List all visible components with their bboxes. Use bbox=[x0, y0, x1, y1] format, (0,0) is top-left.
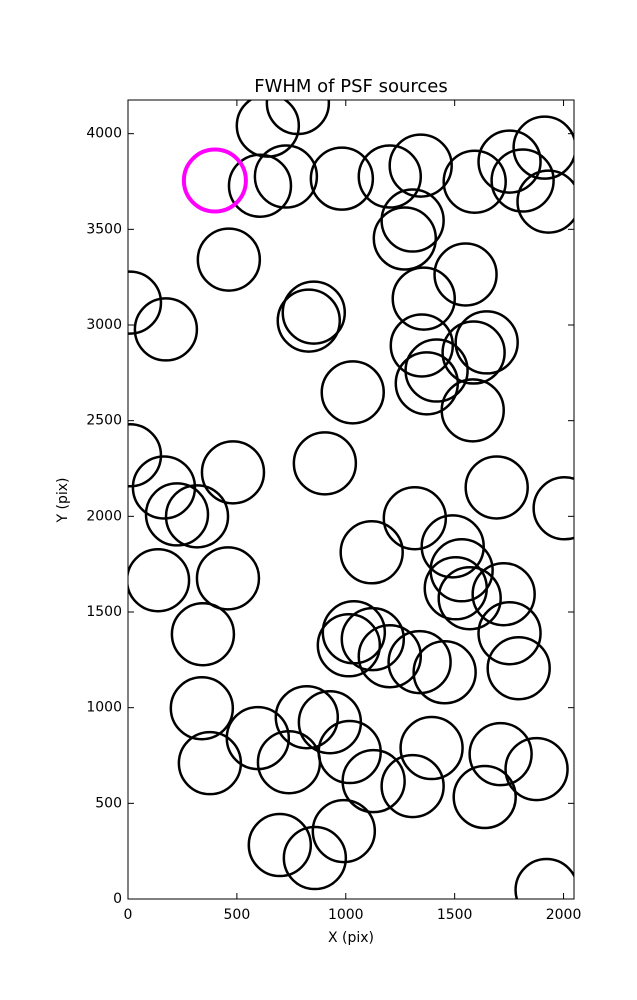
y-tick-label: 4000 bbox=[86, 126, 122, 142]
source-circle bbox=[532, 476, 574, 541]
source-circle bbox=[131, 455, 197, 520]
source-circle bbox=[133, 297, 199, 362]
source-circle bbox=[181, 147, 248, 214]
chart-title: FWHM of PSF sources bbox=[254, 76, 448, 97]
source-circle bbox=[404, 338, 469, 403]
source-circle bbox=[281, 280, 347, 345]
x-tick-label: 500 bbox=[224, 907, 251, 923]
source-circle bbox=[380, 753, 445, 819]
source-circle bbox=[227, 153, 293, 218]
x-tick-label: 0 bbox=[124, 907, 133, 923]
source-circle bbox=[169, 675, 235, 741]
source-circle bbox=[490, 148, 555, 213]
source-circle bbox=[512, 115, 574, 180]
source-circle bbox=[454, 310, 519, 375]
source-circle bbox=[128, 548, 191, 613]
source-circle bbox=[311, 798, 377, 864]
source-circle bbox=[144, 482, 210, 547]
source-circle bbox=[321, 600, 387, 665]
source-circle bbox=[316, 613, 382, 678]
source-circle bbox=[170, 601, 236, 667]
source-circle bbox=[477, 129, 542, 194]
source-circle bbox=[274, 684, 340, 750]
source-circle bbox=[292, 431, 358, 496]
y-axis-label: Y (pix) bbox=[55, 478, 71, 524]
source-circle bbox=[357, 623, 423, 689]
source-circle bbox=[468, 721, 533, 787]
y-tick-label: 2000 bbox=[86, 508, 122, 524]
source-circle bbox=[177, 730, 243, 796]
source-circle bbox=[282, 825, 348, 891]
y-tick-label: 3000 bbox=[86, 317, 122, 333]
source-circle bbox=[412, 640, 477, 705]
source-circle bbox=[433, 242, 498, 307]
y-tick-label: 500 bbox=[95, 795, 122, 811]
source-circle bbox=[388, 133, 453, 198]
source-circle bbox=[420, 514, 485, 579]
y-tick-label: 2500 bbox=[86, 413, 122, 429]
source-circle bbox=[340, 606, 406, 672]
source-circle bbox=[320, 360, 385, 425]
source-circle bbox=[391, 266, 456, 331]
source-circle bbox=[341, 748, 406, 814]
source-circle bbox=[382, 486, 448, 551]
source-circle bbox=[440, 378, 505, 443]
source-circle bbox=[196, 227, 262, 292]
source-circle bbox=[477, 600, 542, 666]
source-circle bbox=[195, 546, 261, 611]
source-circle bbox=[442, 149, 507, 214]
source-circle bbox=[164, 484, 230, 549]
x-tick-label: 2000 bbox=[546, 907, 582, 923]
source-circle bbox=[357, 144, 423, 209]
source-circle bbox=[247, 812, 313, 878]
source-circle bbox=[309, 146, 375, 211]
x-tick-label: 1000 bbox=[328, 907, 364, 923]
source-circle bbox=[504, 736, 569, 802]
source-circle bbox=[253, 144, 319, 209]
source-circle bbox=[486, 636, 551, 701]
source-circle bbox=[399, 715, 464, 781]
x-tick-label: 1500 bbox=[437, 907, 473, 923]
y-tick-label: 1000 bbox=[86, 700, 122, 716]
source-circle bbox=[339, 520, 404, 585]
source-circle bbox=[372, 206, 438, 271]
x-axis-label: X (pix) bbox=[328, 930, 374, 946]
source-circle bbox=[394, 351, 460, 416]
axes-frame bbox=[127, 99, 575, 900]
source-circle bbox=[387, 629, 452, 695]
source-circle bbox=[514, 857, 574, 899]
y-tick-label: 1500 bbox=[86, 604, 122, 620]
source-circle bbox=[437, 565, 502, 631]
y-tick-label: 0 bbox=[113, 891, 122, 907]
source-circle bbox=[464, 455, 529, 520]
source-circle bbox=[471, 561, 536, 627]
source-circle bbox=[516, 169, 574, 234]
source-circle bbox=[380, 188, 445, 253]
source-circle bbox=[441, 320, 506, 385]
source-circle bbox=[423, 556, 488, 621]
source-circle bbox=[200, 440, 266, 505]
plot-area bbox=[128, 100, 574, 899]
source-circle bbox=[452, 764, 517, 830]
y-tick-label: 3500 bbox=[86, 221, 122, 237]
source-circle bbox=[128, 270, 163, 335]
source-circle bbox=[128, 423, 163, 488]
source-circle bbox=[276, 288, 342, 353]
